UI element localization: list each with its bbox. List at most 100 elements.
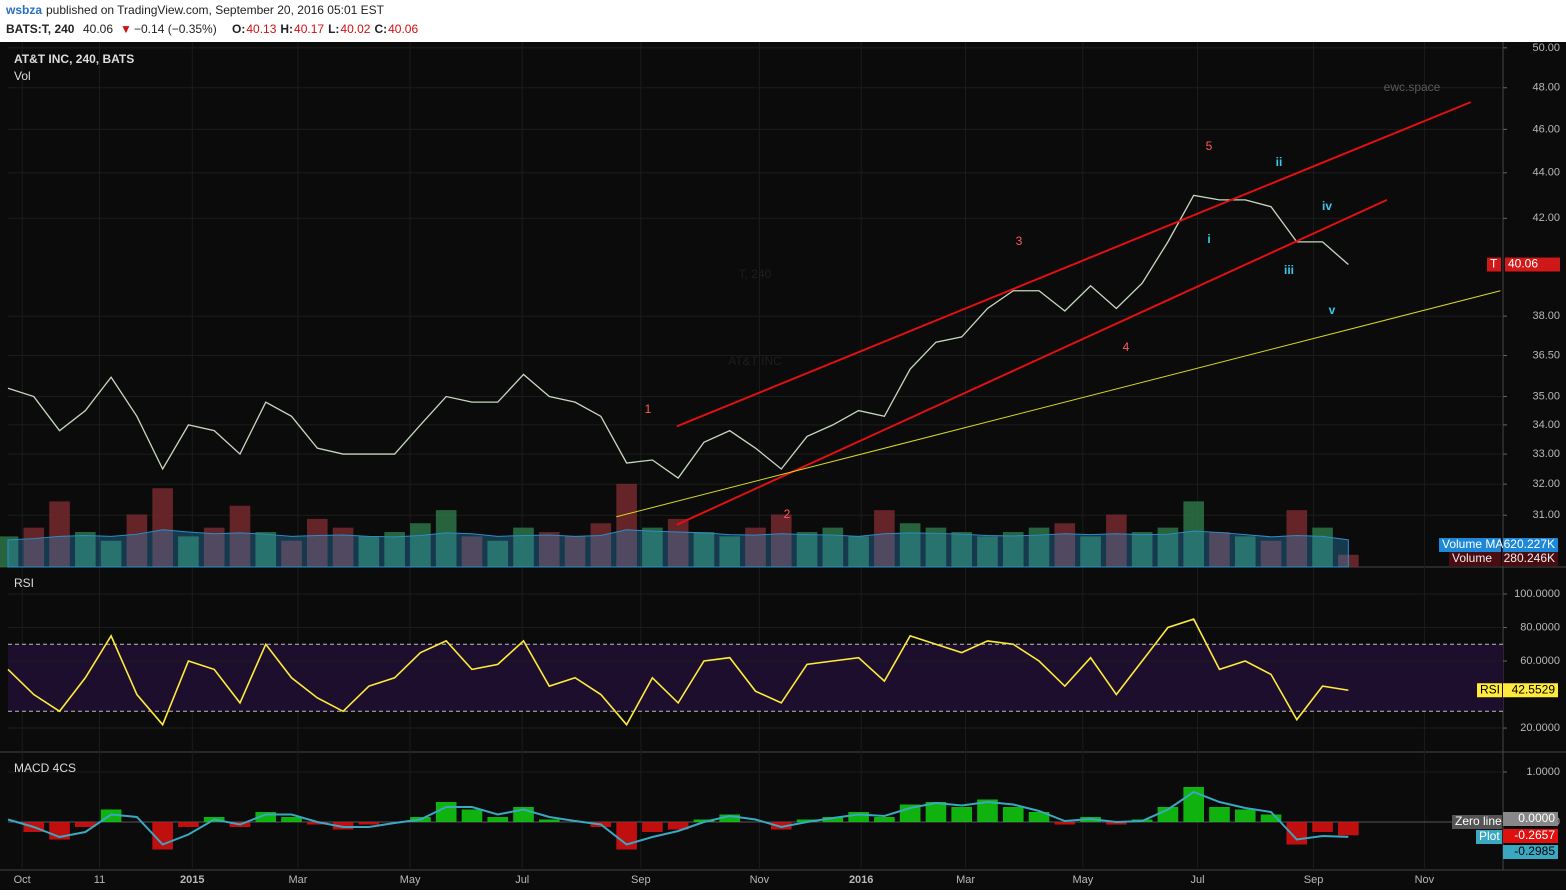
zero-line-value: 0.0000 bbox=[1518, 811, 1555, 825]
wave-label: iii bbox=[1284, 263, 1294, 277]
wave-label: 2 bbox=[784, 507, 791, 521]
ohlc-label: H: bbox=[280, 22, 293, 36]
legend-label-box bbox=[1476, 830, 1502, 844]
volume-bar bbox=[822, 527, 844, 567]
ohlc-value: 40.02 bbox=[340, 22, 370, 36]
volume-bar bbox=[229, 505, 251, 567]
volume-bar bbox=[796, 532, 818, 567]
y-tick-label: 60.0000 bbox=[1520, 655, 1560, 667]
volume-bar bbox=[745, 527, 766, 567]
series-line bbox=[7, 618, 1349, 727]
y-tick-label: 32.00 bbox=[1532, 478, 1560, 490]
macd-bar bbox=[848, 812, 869, 822]
x-tick-label: Oct bbox=[14, 874, 31, 886]
macd-bar bbox=[255, 812, 277, 822]
macd-bar bbox=[693, 819, 715, 822]
wave-label: 5 bbox=[1206, 139, 1213, 153]
volume-bar bbox=[616, 483, 637, 567]
series-name-box bbox=[1487, 257, 1501, 272]
line-value-box bbox=[1503, 845, 1558, 859]
volume-ma-value-box bbox=[1503, 538, 1558, 552]
x-tick-label: May bbox=[400, 874, 421, 886]
line-value: -0.2985 bbox=[1514, 844, 1555, 858]
macd-bar bbox=[1002, 807, 1024, 822]
series-line bbox=[7, 790, 1349, 846]
macd-bar bbox=[770, 822, 792, 830]
macd-bar bbox=[796, 819, 818, 822]
volume-bar bbox=[1286, 510, 1308, 567]
macd-bar bbox=[1028, 812, 1050, 822]
volume-bar bbox=[1183, 501, 1204, 567]
change: −0.14 (−0.35%) bbox=[134, 22, 217, 36]
x-tick-label: May bbox=[1072, 874, 1093, 886]
header: wsbza published on TradingView.com, Sept… bbox=[5, 3, 385, 36]
y-tick-label: 38.00 bbox=[1532, 310, 1560, 322]
x-tick-label: 2015 bbox=[180, 874, 204, 886]
x-tick-label: Mar bbox=[289, 874, 308, 886]
legend-label-box bbox=[1439, 538, 1501, 552]
y-tick-label: 34.00 bbox=[1532, 419, 1560, 431]
volume-bar bbox=[951, 532, 973, 567]
volume-bar bbox=[75, 532, 96, 567]
volume-bar bbox=[538, 532, 560, 567]
volume-bar bbox=[178, 536, 199, 567]
y-tick-label: 46.00 bbox=[1532, 123, 1560, 135]
macd-bar bbox=[538, 819, 560, 822]
volume-bar bbox=[1106, 514, 1127, 567]
wave-label: 3 bbox=[1016, 234, 1023, 248]
macd-bar bbox=[435, 802, 457, 822]
trend-line bbox=[616, 290, 1501, 518]
volume-title: Vol bbox=[14, 69, 31, 83]
volume-bar bbox=[1131, 532, 1153, 567]
volume-bar bbox=[642, 527, 663, 567]
macd-bar bbox=[925, 802, 947, 822]
brand: ewc.space bbox=[1384, 80, 1441, 94]
macd-bar bbox=[719, 814, 741, 822]
volume-bar bbox=[358, 536, 380, 567]
macd-bar bbox=[977, 799, 998, 822]
volume-bar bbox=[435, 510, 457, 567]
volume-bar bbox=[693, 532, 715, 567]
user[interactable]: wsbza bbox=[5, 3, 42, 17]
chart-title: AT&T INC, 240, BATS bbox=[14, 52, 134, 66]
volume-bar bbox=[126, 514, 148, 567]
wave-label: 1 bbox=[645, 402, 652, 416]
y-tick-label: 36.50 bbox=[1532, 349, 1560, 361]
y-tick-label: 1.0000 bbox=[1526, 766, 1560, 778]
x-tick-label: Sep bbox=[631, 874, 651, 886]
macd-bar bbox=[332, 822, 354, 830]
change-arrow: ▼ bbox=[120, 22, 132, 36]
ohlc-value: 40.13 bbox=[246, 22, 276, 36]
volume-bar bbox=[1234, 536, 1256, 567]
last-value-box bbox=[1505, 257, 1560, 272]
symbol: BATS:T, 240 bbox=[6, 22, 75, 36]
volume-bar bbox=[487, 540, 509, 567]
volume-bar bbox=[255, 532, 277, 567]
volume-bar bbox=[1080, 536, 1101, 567]
volume-bar bbox=[203, 527, 225, 567]
macd-bar bbox=[951, 807, 973, 822]
x-tick-label: Sep bbox=[1304, 874, 1324, 886]
wave-label: v bbox=[1329, 303, 1336, 317]
ohlc-value: 40.06 bbox=[388, 22, 418, 36]
macd-bar bbox=[281, 817, 302, 822]
legend-label: Volume bbox=[1452, 551, 1492, 565]
volume-bar bbox=[848, 536, 869, 567]
wave-label: i bbox=[1207, 232, 1210, 246]
series-line bbox=[7, 194, 1349, 479]
y-tick-label: 31.00 bbox=[1532, 509, 1560, 521]
volume-bar bbox=[1260, 540, 1282, 567]
y-tick-label: 33.00 bbox=[1532, 448, 1560, 460]
macd-bar bbox=[1312, 822, 1333, 832]
published: published on TradingView.com, September … bbox=[46, 3, 385, 17]
volume-value: 280.246K bbox=[1504, 551, 1555, 565]
legend-label-box bbox=[1477, 683, 1502, 698]
volume-bar bbox=[1157, 527, 1179, 567]
y-tick-label: 44.00 bbox=[1532, 167, 1560, 179]
rsi-band bbox=[8, 644, 1503, 712]
volume-bar bbox=[307, 518, 328, 567]
macd-bar bbox=[642, 822, 663, 832]
x-tick-label: Nov bbox=[1415, 874, 1435, 886]
